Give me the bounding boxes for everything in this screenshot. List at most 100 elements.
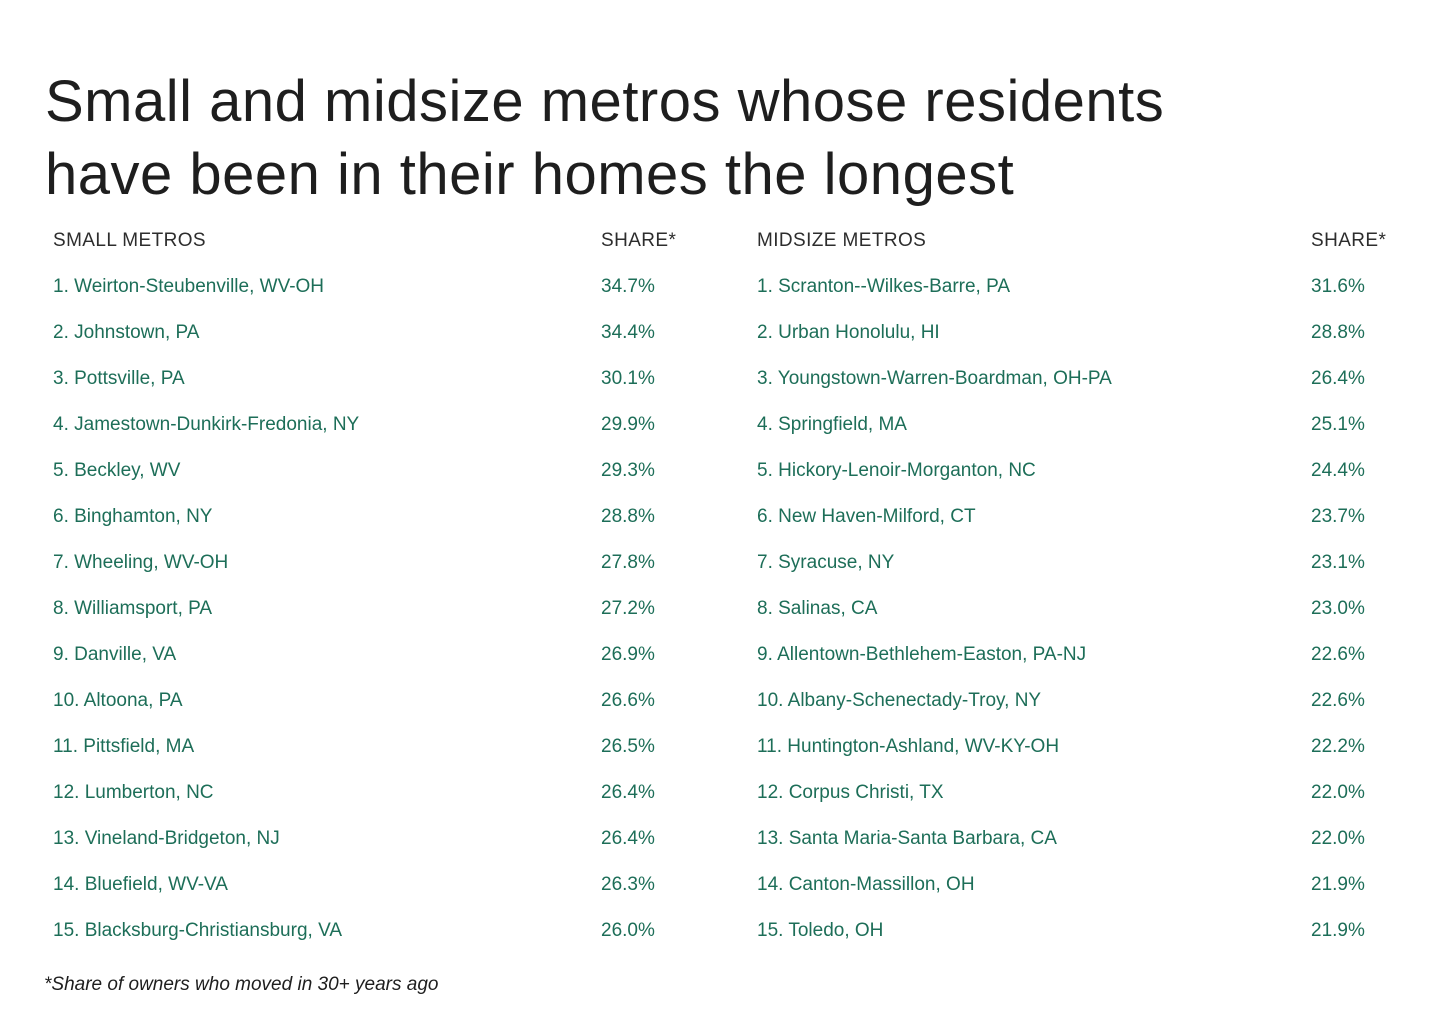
table-row: 7. Syracuse, NY 23.1%: [757, 540, 1417, 586]
share-value: 29.3%: [601, 460, 655, 481]
table-row: 15. Blacksburg-Christiansburg, VA 26.0%: [53, 908, 713, 954]
table-row: 14. Canton-Massillon, OH 21.9%: [757, 862, 1417, 908]
page-title: Small and midsize metros whose residents…: [45, 65, 1164, 211]
metro-label: 2. Johnstown, PA: [53, 322, 200, 343]
metro-label: 4. Jamestown-Dunkirk-Fredonia, NY: [53, 414, 360, 435]
table-row: 1. Weirton-Steubenville, WV-OH 34.7%: [53, 264, 713, 310]
table-row: 2. Urban Honolulu, HI 28.8%: [757, 310, 1417, 356]
small-metros-table: SMALL METROS SHARE* 1. Weirton-Steubenvi…: [53, 218, 713, 954]
metro-label: 7. Wheeling, WV-OH: [53, 552, 229, 573]
table-row: 2. Johnstown, PA 34.4%: [53, 310, 713, 356]
table-row: 6. New Haven-Milford, CT 23.7%: [757, 494, 1417, 540]
share-value: 26.4%: [1311, 368, 1365, 389]
share-value: 26.4%: [601, 782, 655, 803]
metro-label: 9. Danville, VA: [53, 644, 177, 665]
metro-label: 13. Vineland-Bridgeton, NJ: [53, 828, 280, 849]
midsize-metros-rows: 1. Scranton--Wilkes-Barre, PA 31.6% 2. Urb…: [757, 264, 1417, 954]
table-row: 1. Scranton--Wilkes-Barre, PA 31.6%: [757, 264, 1417, 310]
metro-label: 4. Springfield, MA: [757, 414, 907, 435]
metro-label: 3. Pottsville, PA: [53, 368, 185, 389]
table-row: 4. Jamestown-Dunkirk-Fredonia, NY 29.9%: [53, 402, 713, 448]
share-value: 28.8%: [601, 506, 655, 527]
table-row: 15. Toledo, OH 21.9%: [757, 908, 1417, 954]
metro-label: 3. Youngstown-Warren-Boardman, OH-PA: [757, 368, 1112, 389]
share-value: 29.9%: [601, 414, 655, 435]
table-row: 6. Binghamton, NY 28.8%: [53, 494, 713, 540]
metro-label: 10. Albany-Schenectady-Troy, NY: [757, 690, 1042, 711]
page-title-line-1: Small and midsize metros whose residents: [45, 68, 1165, 134]
table-row: 7. Wheeling, WV-OH 27.8%: [53, 540, 713, 586]
table-row: 9. Danville, VA 26.9%: [53, 632, 713, 678]
share-value: 23.7%: [1311, 506, 1365, 527]
metro-label: 14. Bluefield, WV-VA: [53, 874, 228, 895]
metro-label: 6. Binghamton, NY: [53, 506, 213, 527]
metro-label: 1. Weirton-Steubenville, WV-OH: [53, 276, 325, 297]
metro-label: 5. Beckley, WV: [53, 460, 181, 481]
metro-label: 12. Corpus Christi, TX: [757, 782, 944, 803]
metro-label: 15. Blacksburg-Christiansburg, VA: [53, 920, 342, 941]
share-value: 26.6%: [601, 690, 655, 711]
small-metros-header-row: SMALL METROS SHARE*: [53, 218, 713, 264]
table-row: 11. Huntington-Ashland, WV-KY-OH 22.2%: [757, 724, 1417, 770]
share-value: 27.2%: [601, 598, 655, 619]
small-metros-rows: 1. Weirton-Steubenville, WV-OH 34.7% 2. Jo…: [53, 264, 713, 954]
page-title-line-2: have been in their homes the longest: [45, 141, 1015, 207]
metro-label: 9. Allentown-Bethlehem-Easton, PA-NJ: [757, 644, 1087, 665]
share-value: 21.9%: [1311, 920, 1365, 941]
metro-label: 10. Altoona, PA: [53, 690, 183, 711]
share-value: 30.1%: [601, 368, 655, 389]
table-row: 5. Hickory-Lenoir-Morganton, NC 24.4%: [757, 448, 1417, 494]
metro-label: 5. Hickory-Lenoir-Morganton, NC: [757, 460, 1036, 481]
share-value: 26.3%: [601, 874, 655, 895]
column-header-small-metros: SMALL METROS: [53, 230, 206, 251]
footnote: *Share of owners who moved in 30+ years …: [44, 974, 439, 995]
metro-label: 11. Huntington-Ashland, WV-KY-OH: [757, 736, 1060, 757]
metro-label: 15. Toledo, OH: [757, 920, 884, 941]
table-row: 9. Allentown-Bethlehem-Easton, PA-NJ 22.6…: [757, 632, 1417, 678]
metro-label: 8. Salinas, CA: [757, 598, 878, 619]
share-value: 22.6%: [1311, 644, 1365, 665]
metro-label: 2. Urban Honolulu, HI: [757, 322, 940, 343]
metro-label: 14. Canton-Massillon, OH: [757, 874, 975, 895]
metro-label: 1. Scranton--Wilkes-Barre, PA: [757, 276, 1011, 297]
table-row: 8. Salinas, CA 23.0%: [757, 586, 1417, 632]
share-value: 23.1%: [1311, 552, 1365, 573]
table-row: 14. Bluefield, WV-VA 26.3%: [53, 862, 713, 908]
table-row: 12. Lumberton, NC 26.4%: [53, 770, 713, 816]
share-value: 21.9%: [1311, 874, 1365, 895]
share-value: 22.6%: [1311, 690, 1365, 711]
metro-label: 12. Lumberton, NC: [53, 782, 214, 803]
table-row: 8. Williamsport, PA 27.2%: [53, 586, 713, 632]
metro-label: 7. Syracuse, NY: [757, 552, 895, 573]
share-value: 24.4%: [1311, 460, 1365, 481]
share-value: 26.4%: [601, 828, 655, 849]
share-value: 23.0%: [1311, 598, 1365, 619]
metro-label: 13. Santa Maria-Santa Barbara, CA: [757, 828, 1057, 849]
midsize-metros-header-row: MIDSIZE METROS SHARE*: [757, 218, 1417, 264]
table-row: 11. Pittsfield, MA 26.5%: [53, 724, 713, 770]
share-value: 22.0%: [1311, 782, 1365, 803]
share-value: 27.8%: [601, 552, 655, 573]
share-value: 26.5%: [601, 736, 655, 757]
column-header-midsize-metros: MIDSIZE METROS: [757, 230, 927, 251]
share-value: 22.0%: [1311, 828, 1365, 849]
metro-label: 6. New Haven-Milford, CT: [757, 506, 976, 527]
share-value: 34.7%: [601, 276, 655, 297]
share-value: 34.4%: [601, 322, 655, 343]
column-header-share: SHARE*: [1311, 230, 1387, 251]
metro-label: 11. Pittsfield, MA: [53, 736, 195, 757]
table-row: 3. Youngstown-Warren-Boardman, OH-PA 26.4…: [757, 356, 1417, 402]
table-row: 10. Albany-Schenectady-Troy, NY 22.6%: [757, 678, 1417, 724]
share-value: 31.6%: [1311, 276, 1365, 297]
table-row: 13. Santa Maria-Santa Barbara, CA 22.0%: [757, 816, 1417, 862]
table-row: 12. Corpus Christi, TX 22.0%: [757, 770, 1417, 816]
table-row: 4. Springfield, MA 25.1%: [757, 402, 1417, 448]
share-value: 28.8%: [1311, 322, 1365, 343]
column-header-share: SHARE*: [601, 230, 677, 251]
table-row: 5. Beckley, WV 29.3%: [53, 448, 713, 494]
midsize-metros-table: MIDSIZE METROS SHARE* 1. Scranton--Wilke…: [757, 218, 1417, 954]
share-value: 25.1%: [1311, 414, 1365, 435]
share-value: 26.9%: [601, 644, 655, 665]
share-value: 26.0%: [601, 920, 655, 941]
table-row: 3. Pottsville, PA 30.1%: [53, 356, 713, 402]
